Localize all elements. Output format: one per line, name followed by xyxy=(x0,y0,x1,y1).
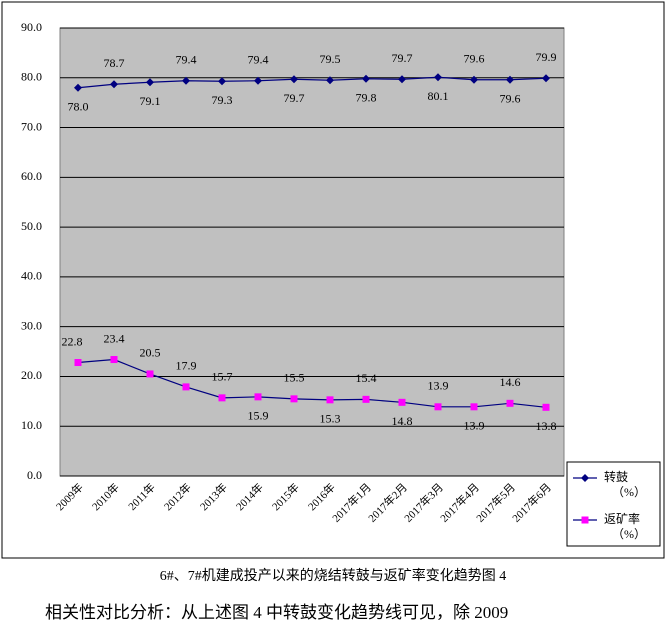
marker xyxy=(290,75,298,84)
data-label: 14.8 xyxy=(392,414,413,428)
plot-area xyxy=(59,27,565,477)
legend-unit: （%） xyxy=(612,485,646,499)
legend-marker xyxy=(581,474,589,482)
marker xyxy=(254,76,262,85)
marker xyxy=(254,393,262,401)
marker xyxy=(110,80,118,89)
y-tick-label: 10.0 xyxy=(21,418,42,432)
series-line xyxy=(77,76,547,89)
y-tick-label: 60.0 xyxy=(21,169,42,183)
data-label: 15.5 xyxy=(284,371,305,385)
marker xyxy=(398,398,406,406)
data-label: 17.9 xyxy=(176,359,197,373)
data-label: 78.7 xyxy=(104,56,125,70)
data-label: 13.9 xyxy=(428,379,449,393)
y-tick-label: 80.0 xyxy=(21,70,42,84)
paragraph: 相关性对比分析：从上述图 4 中转鼓变化趋势线可见，除 2009 xyxy=(45,603,508,622)
data-label: 79.7 xyxy=(284,91,305,105)
data-label: 13.9 xyxy=(464,419,485,433)
chart-caption: 6#、7#机建成投产以来的烧结转鼓与返矿率变化趋势图 4 xyxy=(160,567,507,584)
legend-marker xyxy=(581,516,589,524)
y-tick-label: 50.0 xyxy=(21,219,42,233)
series-line xyxy=(77,358,547,408)
marker xyxy=(434,403,442,411)
legend xyxy=(566,461,661,547)
marker xyxy=(470,75,478,84)
marker xyxy=(362,395,370,403)
data-label: 79.3 xyxy=(212,93,233,107)
legend-label: 返矿率 xyxy=(604,511,640,526)
data-label: 22.8 xyxy=(62,334,83,348)
data-label: 79.1 xyxy=(140,94,161,108)
data-label: 15.3 xyxy=(320,412,341,426)
marker xyxy=(74,359,82,367)
marker xyxy=(434,73,442,82)
marker xyxy=(398,75,406,84)
data-label: 79.4 xyxy=(176,53,197,67)
marker xyxy=(74,83,82,92)
marker xyxy=(146,370,154,378)
marker xyxy=(182,383,190,391)
y-tick-label: 40.0 xyxy=(21,269,42,283)
marker xyxy=(362,74,370,83)
data-label: 15.7 xyxy=(212,370,233,384)
data-label: 80.1 xyxy=(428,89,449,103)
marker xyxy=(506,399,514,407)
y-tick-label: 0.0 xyxy=(27,468,42,482)
data-label: 79.6 xyxy=(500,92,521,106)
marker xyxy=(290,395,298,403)
data-label: 79.9 xyxy=(536,50,557,64)
data-label: 15.9 xyxy=(248,409,269,423)
legend-unit: （%） xyxy=(612,527,646,541)
data-label: 79.8 xyxy=(356,91,377,105)
y-tick-label: 30.0 xyxy=(21,318,42,332)
legend-label: 转鼓 xyxy=(604,469,628,484)
data-label: 15.4 xyxy=(356,371,377,385)
marker xyxy=(542,74,550,83)
data-label: 79.6 xyxy=(464,52,485,66)
marker xyxy=(326,396,334,404)
data-label: 78.0 xyxy=(68,99,89,113)
marker xyxy=(542,403,550,411)
data-label: 79.7 xyxy=(392,51,413,65)
marker xyxy=(110,356,118,364)
marker xyxy=(182,76,190,85)
y-tick-label: 20.0 xyxy=(21,368,42,382)
marker xyxy=(506,75,514,84)
data-label: 79.4 xyxy=(248,53,269,67)
marker xyxy=(218,77,226,86)
marker xyxy=(146,78,154,87)
y-tick-label: 70.0 xyxy=(21,119,42,133)
marker xyxy=(470,403,478,411)
data-label: 20.5 xyxy=(140,346,161,360)
marker xyxy=(326,76,334,85)
y-tick-label: 90.0 xyxy=(21,20,42,34)
marker xyxy=(218,394,226,402)
data-label: 14.6 xyxy=(500,375,521,389)
data-label: 79.5 xyxy=(320,52,341,66)
data-label: 13.8 xyxy=(536,419,557,433)
data-label: 23.4 xyxy=(104,331,125,345)
